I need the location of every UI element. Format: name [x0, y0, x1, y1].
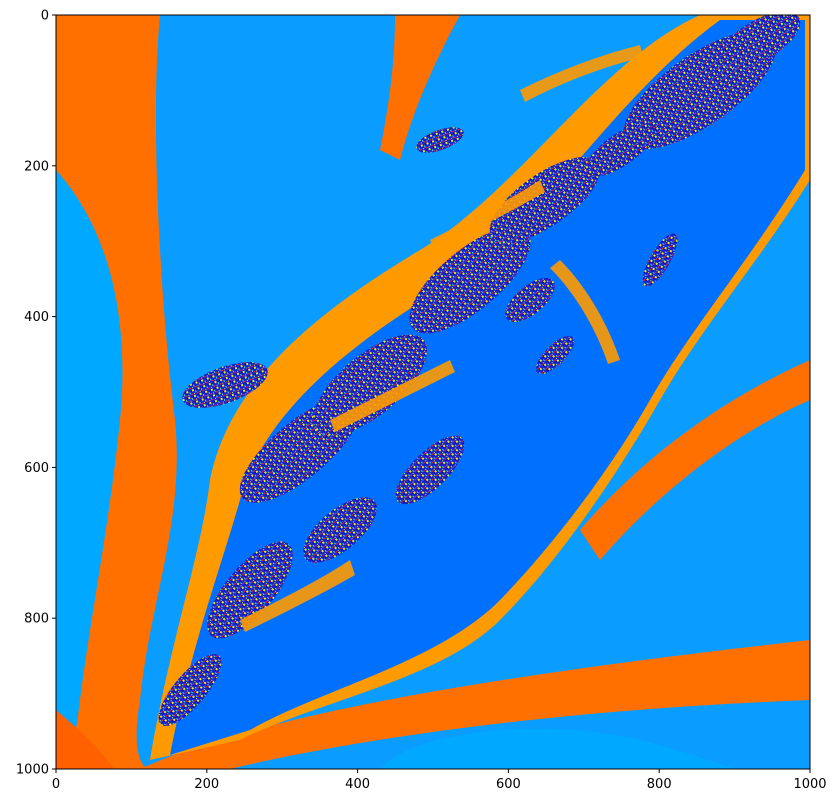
y-tick-label: 800: [24, 612, 49, 627]
orange-band-right: [580, 360, 810, 560]
y-tick-label: 400: [24, 310, 49, 325]
orange-corner-bottom-left: [56, 710, 115, 769]
plot-area: [56, 15, 810, 769]
orange-band-bottom: [140, 640, 810, 769]
sky-bottom-lobe: [380, 728, 740, 769]
plot-frame: [55, 14, 811, 770]
x-tick-label: 600: [496, 777, 521, 792]
x-tick-label: 1000: [793, 777, 826, 792]
x-tick-label: 400: [345, 777, 370, 792]
x-tick-label: 800: [647, 777, 672, 792]
orange-band-top: [380, 15, 460, 160]
fractal-clusters: [158, 15, 801, 726]
fractal-envelope-inner: [170, 20, 805, 755]
y-tick-label: 600: [24, 461, 49, 476]
y-tick-label: 0: [41, 9, 49, 24]
x-tick-label: 0: [52, 777, 60, 792]
orange-petals: [240, 45, 643, 632]
y-axis: 0 200 400 600 800 1000: [16, 9, 56, 778]
x-tick-label: 200: [194, 777, 219, 792]
sky-left-lobe: [56, 170, 123, 769]
y-tick-label: 1000: [16, 763, 49, 778]
y-tick-label: 200: [24, 159, 49, 174]
x-axis: 0 200 400 600 800 1000: [52, 769, 827, 792]
